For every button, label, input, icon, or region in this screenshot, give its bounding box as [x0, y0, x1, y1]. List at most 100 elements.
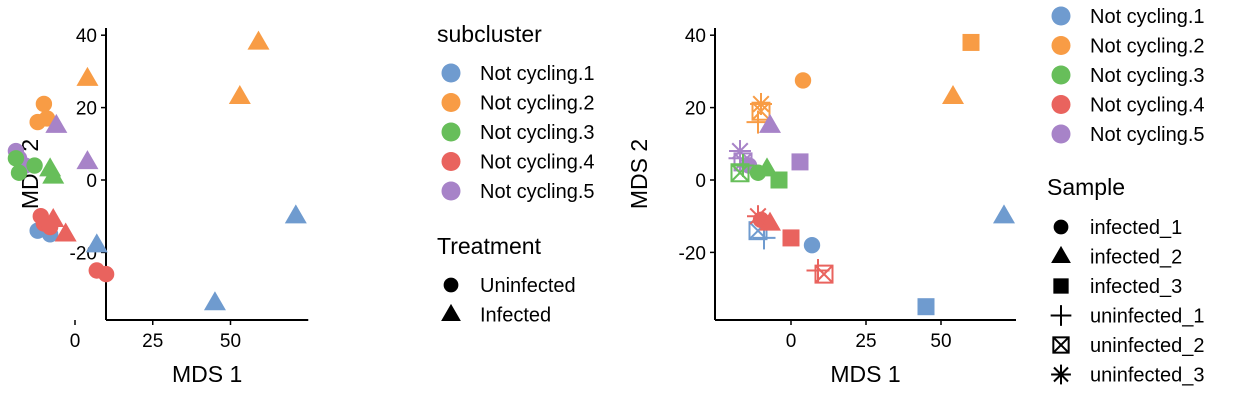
- legend-label: infected_1: [1090, 217, 1182, 239]
- x-tick-label: 50: [930, 331, 951, 352]
- shape-legend-item: infected_1: [1053, 217, 1182, 239]
- y-tick-label: 20: [76, 99, 97, 120]
- legend-label: Not cycling.4: [1090, 95, 1205, 117]
- legend-color-key: [1051, 6, 1071, 26]
- y-tick-label: 40: [76, 26, 97, 47]
- data-point: [228, 84, 251, 104]
- data-point: [10, 164, 28, 181]
- y-tick-label: 20: [685, 99, 706, 120]
- legend-color-key: [441, 122, 461, 142]
- legend-label: uninfected_3: [1090, 365, 1205, 387]
- data-point: [7, 150, 25, 167]
- x-tick-label: 25: [855, 331, 876, 352]
- data-point: [26, 157, 43, 174]
- color-legend-title: subcluster: [437, 21, 542, 47]
- legend-shape-key: [1051, 245, 1071, 263]
- legend-color-key: [441, 63, 461, 83]
- shape-legend-item: infected_3: [1053, 276, 1182, 298]
- data-points: [728, 33, 1015, 316]
- data-point: [729, 140, 751, 163]
- legend-label: Not cycling.2: [1090, 36, 1205, 58]
- legend-shape-key: [1051, 364, 1071, 385]
- data-point: [247, 30, 270, 50]
- shape-legend-item: Infected: [441, 303, 551, 327]
- legend-label: infected_2: [1090, 247, 1182, 269]
- data-point: [782, 229, 800, 247]
- data-point: [54, 222, 77, 242]
- data-point: [806, 259, 830, 282]
- data-point: [794, 72, 812, 89]
- data-point: [42, 164, 65, 184]
- data-point: [749, 164, 767, 181]
- x-tick-label: 0: [786, 331, 797, 352]
- y-axis-title: MDS 2: [626, 139, 652, 209]
- y-tick-label: -20: [679, 243, 706, 264]
- color-legend-item: Not cycling.3: [441, 122, 595, 144]
- color-legend-item: Not cycling.1: [1051, 6, 1205, 28]
- data-point: [203, 291, 226, 311]
- legend-label: uninfected_1: [1090, 306, 1205, 328]
- y-tick-label: 40: [685, 26, 706, 47]
- shape-legend-title: Sample: [1047, 174, 1125, 200]
- data-point: [962, 33, 980, 51]
- shape-legend-item: Uninfected: [443, 275, 576, 297]
- data-point: [759, 211, 781, 231]
- shape-legend-item: uninfected_2: [1052, 335, 1205, 357]
- legend-color-key: [441, 181, 461, 201]
- legend-label: Not cycling.3: [1090, 65, 1205, 87]
- color-legend-item: Not cycling.2: [441, 93, 595, 115]
- legend-color-key: [1051, 95, 1071, 114]
- x-tick-label: 25: [142, 331, 163, 352]
- data-point: [747, 205, 769, 228]
- legend-shape-key: [443, 277, 459, 293]
- x-axis-title: MDS 1: [172, 361, 242, 387]
- legend-label: Not cycling.4: [480, 152, 595, 174]
- color-legend-item: Not cycling.3: [1051, 65, 1205, 87]
- data-point: [750, 92, 772, 115]
- data-point: [97, 265, 115, 283]
- legend-color-key: [1051, 65, 1071, 85]
- legend-label: Infected: [480, 305, 551, 327]
- legend-label: Uninfected: [480, 275, 576, 297]
- legend-shape-key: [441, 303, 461, 321]
- x-axis-title: MDS 1: [830, 361, 900, 387]
- legend-label: Not cycling.2: [480, 93, 595, 115]
- shape-legend-title: Treatment: [437, 233, 542, 259]
- color-legend-item: Not cycling.2: [1051, 36, 1205, 58]
- y-tick-label: 0: [86, 171, 97, 192]
- data-point: [85, 233, 108, 253]
- shape-legend-item: uninfected_3: [1051, 364, 1205, 387]
- legend-shape-key: [1053, 219, 1069, 235]
- shape-legend-item: infected_2: [1051, 245, 1182, 269]
- data-point: [993, 204, 1015, 224]
- color-legend-item: Not cycling.5: [441, 181, 595, 203]
- x-tick-label: 0: [70, 331, 81, 352]
- color-legend-item: Not cycling.4: [1051, 95, 1205, 117]
- data-point: [38, 110, 56, 127]
- legend-color-key: [441, 93, 461, 112]
- data-point: [770, 171, 788, 189]
- legend-label: infected_3: [1090, 276, 1182, 298]
- legend-label: Not cycling.5: [1090, 124, 1205, 146]
- data-point: [942, 84, 964, 104]
- data-point: [42, 208, 65, 228]
- data-point: [814, 264, 834, 284]
- data-point: [35, 95, 53, 113]
- data-point: [730, 163, 750, 183]
- legend-color-key: [1051, 124, 1071, 144]
- data-point: [76, 150, 99, 170]
- x-tick-label: 50: [220, 331, 241, 352]
- data-point: [731, 154, 755, 178]
- legend-shape-key: [1053, 278, 1069, 294]
- legend-label: Not cycling.3: [480, 122, 595, 144]
- legend-color-key: [441, 152, 461, 171]
- legend-shape-key: [1052, 336, 1070, 354]
- data-point: [76, 66, 99, 86]
- data-point: [759, 113, 781, 133]
- color-legend-item: Not cycling.4: [441, 152, 595, 174]
- legend-color-key: [1051, 36, 1071, 55]
- data-points: [7, 30, 307, 311]
- legend-label: Not cycling.1: [480, 63, 595, 85]
